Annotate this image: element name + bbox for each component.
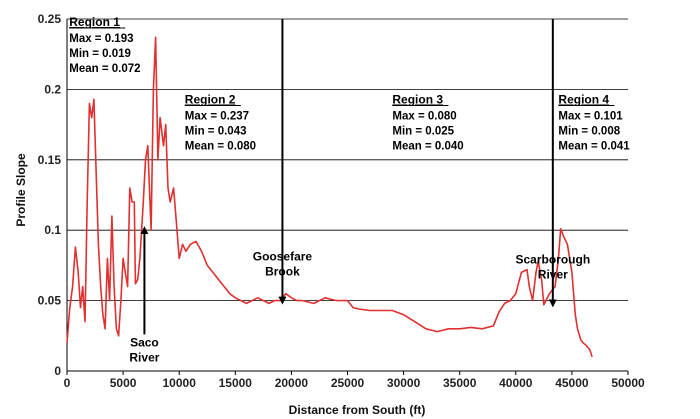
region-stat: Min = 0.043 bbox=[185, 125, 247, 137]
x-axis-title: Distance from South (ft) bbox=[289, 403, 426, 417]
region-stats: Region 1 Max = 0.193 Min = 0.019 Mean = 0.0… bbox=[69, 15, 630, 152]
x-tick-label: 50000 bbox=[611, 376, 645, 390]
x-tick-label: 0 bbox=[64, 376, 71, 390]
region-title: Region 3 bbox=[392, 92, 443, 106]
x-tick-label: 45000 bbox=[555, 376, 589, 390]
x-tick-label: 15000 bbox=[219, 376, 253, 390]
region-stat: Mean = 0.040 bbox=[392, 140, 463, 152]
region-stat: Max = 0.080 bbox=[392, 110, 456, 122]
x-tick-label: 35000 bbox=[443, 376, 477, 390]
x-tick-label: 20000 bbox=[275, 376, 309, 390]
grid-lines bbox=[67, 18, 628, 302]
x-tick-label: 5000 bbox=[110, 376, 137, 390]
region-title: Region 4 bbox=[558, 92, 609, 106]
region-stat: Max = 0.193 bbox=[69, 33, 133, 45]
annotation-label: Saco bbox=[130, 335, 159, 349]
x-tick-label: 10000 bbox=[163, 376, 197, 390]
region-stat: Mean = 0.072 bbox=[69, 63, 140, 75]
x-tick-label: 40000 bbox=[499, 376, 533, 390]
region-stat: Mean = 0.041 bbox=[558, 140, 630, 152]
annotation-label: River bbox=[538, 267, 568, 281]
y-tick-label: 0.15 bbox=[38, 153, 62, 167]
axes: 0 0.05 0.1 0.15 0.2 0.25 0 5000 10000 15000 20000 2… bbox=[38, 12, 645, 390]
x-tick-label: 30000 bbox=[387, 376, 421, 390]
annotation-label: Scarborough bbox=[515, 252, 590, 266]
region-title: Region 1 bbox=[69, 15, 120, 29]
plot-area bbox=[66, 36, 593, 358]
annotation-label: Brook bbox=[265, 265, 300, 279]
region-stat: Max = 0.237 bbox=[185, 110, 249, 122]
region-title: Region 2 bbox=[185, 92, 236, 106]
x-tick-label: 25000 bbox=[331, 376, 365, 390]
region-stat: Mean = 0.080 bbox=[185, 140, 256, 152]
y-axis-title: Profile Slope bbox=[14, 153, 28, 227]
y-tick-label: 0.2 bbox=[44, 82, 61, 96]
y-tick-label: 0.1 bbox=[44, 223, 61, 237]
y-tick-label: 0.05 bbox=[38, 294, 62, 308]
region-stat: Max = 0.101 bbox=[558, 110, 623, 122]
region-stat: Min = 0.008 bbox=[558, 125, 620, 137]
y-tick-label: 0.25 bbox=[38, 12, 62, 26]
annotation-label: River bbox=[129, 350, 159, 364]
y-tick-label: 0 bbox=[54, 364, 61, 378]
series-line-0 bbox=[66, 36, 593, 358]
region-stat: Min = 0.019 bbox=[69, 48, 131, 60]
region-stat: Min = 0.025 bbox=[392, 125, 454, 137]
annotation-label: Goosefare bbox=[253, 250, 313, 264]
